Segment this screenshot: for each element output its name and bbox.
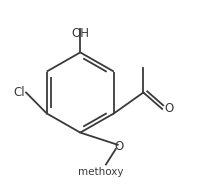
Text: O: O	[114, 140, 123, 153]
Text: Cl: Cl	[14, 86, 25, 99]
Text: methoxy: methoxy	[78, 167, 124, 177]
Text: OH: OH	[71, 27, 89, 40]
Text: O: O	[164, 102, 174, 115]
